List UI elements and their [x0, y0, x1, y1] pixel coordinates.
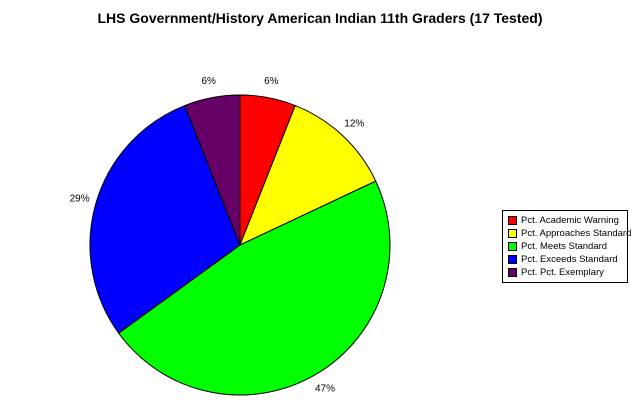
slice-value-label: 12%	[344, 118, 364, 129]
legend-swatch	[508, 216, 517, 225]
legend-item: Pct. Approaches Standard	[508, 227, 631, 240]
slice-value-label: 29%	[70, 193, 90, 204]
chart-legend: Pct. Academic Warning Pct. Approaches Sta…	[502, 210, 631, 283]
legend-item: Pct. Pct. Exemplary	[508, 266, 623, 279]
legend-item: Pct. Academic Warning	[508, 214, 623, 227]
legend-label: Pct. Exceeds Standard	[521, 254, 618, 265]
legend-label: Pct. Pct. Exemplary	[521, 267, 604, 278]
legend-label: Pct. Meets Standard	[521, 241, 608, 252]
legend-swatch	[508, 242, 517, 251]
pie-slice	[118, 180, 391, 396]
chart-title: LHS Government/History American Indian 1…	[97, 10, 543, 26]
slice-value-label: 47%	[315, 384, 335, 395]
slice-value-label: 6%	[264, 76, 279, 87]
legend-label: Pct. Academic Warning	[521, 215, 619, 226]
legend-swatch	[508, 255, 517, 264]
legend-swatch	[508, 268, 517, 277]
legend-item: Pct. Meets Standard	[508, 240, 623, 253]
slice-value-label: 6%	[201, 76, 216, 87]
pie-slice	[239, 105, 377, 246]
legend-item: Pct. Exceeds Standard	[508, 253, 623, 266]
legend-label: Pct. Approaches Standard	[521, 228, 632, 239]
pie-slice	[89, 105, 241, 334]
legend-swatch	[508, 229, 517, 238]
pie-slice	[184, 94, 241, 246]
